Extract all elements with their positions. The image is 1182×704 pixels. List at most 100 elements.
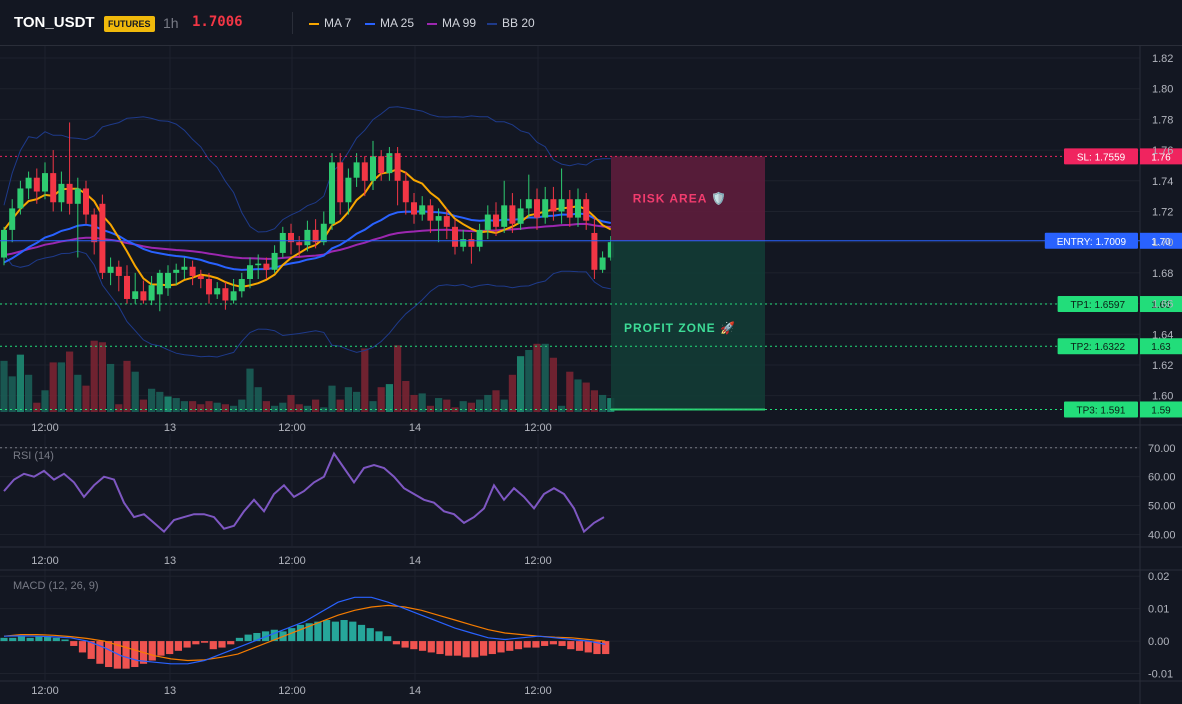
candle: [115, 260, 122, 292]
bollinger-upper-line: [3, 106, 611, 233]
volume-bar: [49, 362, 57, 412]
rsi-title: RSI (14): [13, 450, 54, 462]
volume-bar: [74, 374, 82, 412]
volume-bar: [312, 399, 320, 412]
time-tick-label: 13: [164, 555, 176, 567]
volume-bar: [139, 399, 147, 412]
candle: [83, 180, 89, 224]
volume-bar: [82, 385, 90, 412]
candle-body: [501, 205, 508, 227]
candle: [42, 162, 48, 200]
candle-body: [181, 266, 188, 270]
candle-body: [320, 223, 327, 243]
candle: [25, 171, 32, 200]
volume-bar: [33, 402, 41, 412]
candle-body: [115, 266, 122, 276]
tp3-axis-bg: [1140, 401, 1182, 418]
candle: [493, 202, 499, 237]
timeframe-label[interactable]: 1h: [163, 15, 179, 31]
volume-bar: [443, 399, 451, 412]
time-tick-label: 12:00: [31, 685, 59, 697]
entry-tag-label: ENTRY: 1.7009: [1057, 237, 1127, 248]
volume-bar: [476, 399, 484, 412]
time-axis: 12:00 13 12:00 14 12:00: [31, 422, 552, 434]
macd-tick-label: 0.01: [1148, 604, 1169, 616]
volume-bar: [16, 354, 24, 412]
price-axis: 1.82 1.80 1.78 1.76 1.74 1.72 1.70 1.68 1.66 1.64…: [1152, 53, 1173, 403]
volume-bar: [57, 362, 65, 412]
candle-body: [353, 162, 360, 178]
entry-axis-label: 1.70: [1151, 237, 1171, 248]
candle-body: [476, 229, 483, 247]
candle-body: [509, 205, 516, 224]
candle-body: [9, 208, 16, 230]
volume-bar: [459, 401, 467, 412]
candle: [91, 208, 98, 255]
macd-signal-line: [3, 604, 606, 662]
legend-swatch-icon: [427, 22, 437, 25]
candle-body: [550, 199, 557, 212]
macd-histogram-bar: [253, 632, 261, 642]
macd-histogram-bar: [314, 621, 322, 642]
legend-ma7[interactable]: MA 7: [309, 16, 351, 30]
candle: [509, 193, 516, 233]
candle: [435, 208, 442, 243]
candle-body: [238, 279, 245, 292]
candle-body: [42, 173, 48, 192]
legend-ma99[interactable]: MA 99: [427, 16, 476, 30]
candle: [271, 245, 278, 273]
macd-histogram-bar: [26, 637, 34, 642]
macd-histogram-bar: [418, 641, 427, 651]
volume-bar: [189, 401, 197, 412]
legend-ma25[interactable]: MA 25: [365, 16, 414, 30]
candle-body: [345, 177, 352, 203]
candle: [558, 168, 565, 224]
macd-histogram-bar: [427, 641, 435, 653]
price-tick-label: 1.74: [1152, 176, 1173, 188]
candlesticks: [1, 122, 614, 312]
macd-histogram-bar: [192, 641, 200, 645]
candle: [230, 279, 237, 304]
candle-body: [165, 272, 171, 289]
candle: [9, 199, 16, 243]
candle: [58, 171, 65, 212]
volume-bar: [90, 340, 98, 412]
symbol-title[interactable]: TON_USDT: [14, 14, 95, 31]
tp1-axis-bg: [1140, 296, 1182, 313]
chart-area[interactable]: RISK AREA 🛡️ PROFIT ZONE 🚀 SL: 1.7559 1.76 E…: [0, 46, 1182, 704]
candle-body: [452, 226, 458, 247]
volume-bar: [500, 399, 508, 412]
candle-body: [255, 263, 262, 266]
legend-label: MA 25: [380, 16, 415, 30]
macd-histogram-bar: [227, 641, 235, 645]
candle: [263, 257, 270, 280]
volume-bar: [254, 387, 262, 412]
profit-zone-box: [611, 240, 765, 410]
macd-histogram-bar: [375, 631, 383, 642]
candle: [337, 153, 344, 215]
sl-axis-label: 1.76: [1151, 152, 1171, 163]
candle-body: [566, 199, 573, 218]
macd-histogram-bar: [78, 641, 87, 653]
candle: [411, 193, 417, 224]
candle-body: [386, 153, 393, 174]
time-axis: 12:00 13 12:00 14 12:00: [31, 555, 552, 567]
time-tick-label: 12:00: [278, 685, 306, 697]
volume-bar: [549, 357, 557, 412]
bollinger-lower-line: [3, 250, 611, 358]
legend-label: BB 20: [502, 16, 535, 30]
trade-zones: RISK AREA 🛡️ PROFIT ZONE 🚀: [611, 156, 765, 411]
macd-histogram-bar: [488, 641, 496, 655]
macd-histogram-bar: [514, 641, 523, 650]
rsi-pane: RSI (14) 70.00 60.00 50.00 40.00: [0, 443, 1176, 541]
candle: [427, 199, 434, 233]
candle-body: [394, 153, 401, 181]
macd-histogram-bar: [366, 628, 374, 642]
macd-histogram-bar: [584, 641, 592, 653]
volume-bar: [574, 379, 582, 412]
volume-bar: [467, 402, 475, 412]
legend-bb20[interactable]: BB 20: [487, 16, 535, 30]
legend-swatch-icon: [309, 22, 319, 25]
macd-histogram-bar: [174, 641, 182, 651]
candle-body: [312, 229, 319, 243]
